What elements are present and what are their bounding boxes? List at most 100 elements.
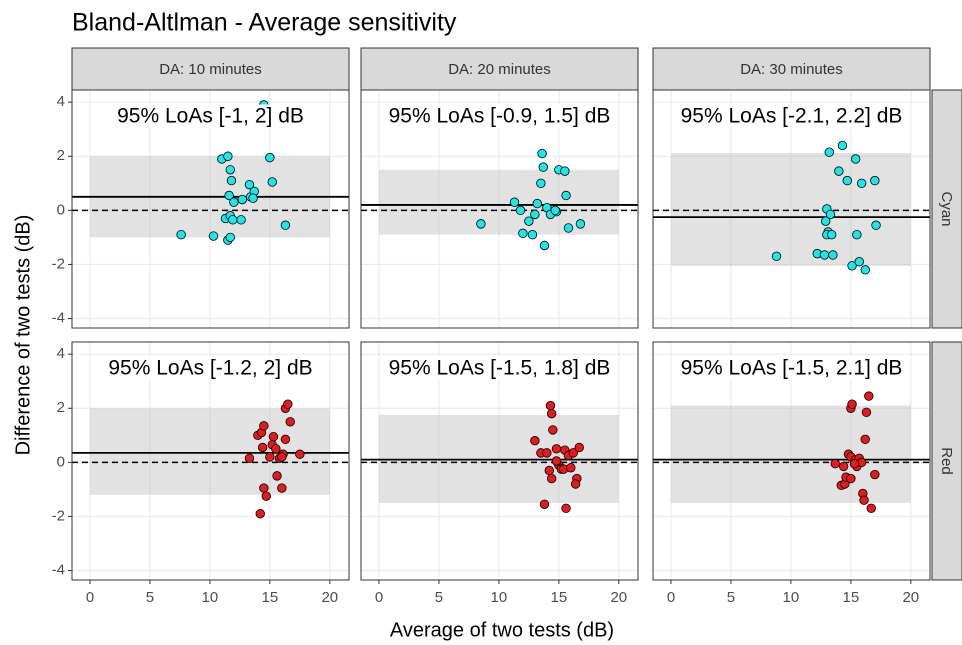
point (208, 231, 219, 241)
point (866, 503, 876, 514)
x-tick-label: 0 (86, 589, 94, 606)
x-tick-label: 10 (491, 589, 508, 606)
x-tick-label: 10 (202, 589, 219, 606)
point (476, 219, 486, 229)
annotation-background (678, 104, 905, 128)
chart-title: Bland-Altlman - Average sensitivity (72, 9, 457, 37)
annotation: 95% LoAs [-0.9, 1.5] dB (389, 105, 611, 128)
point (561, 503, 571, 514)
annotation: 95% LoAs [-2.1, 2.2] dB (681, 105, 903, 128)
y-tick-label: 0 (57, 201, 65, 218)
annotation-background (106, 356, 315, 380)
point (280, 220, 291, 230)
annotation: 95% LoAs [-1, 2] dB (117, 105, 304, 128)
point (856, 178, 867, 189)
point (265, 152, 275, 163)
point (527, 229, 538, 240)
point (268, 431, 279, 442)
row-label: Cyan (938, 191, 955, 226)
x-tick-label: 0 (667, 589, 675, 606)
annotation-background (386, 104, 613, 128)
point (546, 408, 557, 419)
point (277, 483, 287, 493)
point (227, 215, 238, 225)
annotation: 95% LoAs [-1.5, 2.1] dB (681, 357, 903, 380)
point (223, 151, 233, 161)
y-tick-label: -2 (52, 255, 65, 272)
y-tick-label: -4 (52, 562, 65, 579)
x-tick-label: 20 (321, 589, 338, 606)
point (551, 456, 562, 466)
point (870, 469, 880, 480)
point (285, 417, 295, 427)
point (539, 240, 550, 251)
x-tick-label: 5 (435, 589, 443, 606)
point (568, 448, 578, 458)
point (860, 434, 870, 445)
point (834, 166, 844, 176)
strip (71, 47, 350, 91)
y-tick-label: 2 (57, 399, 65, 416)
point (267, 177, 277, 187)
point (236, 215, 246, 225)
point (530, 436, 540, 446)
point (544, 465, 554, 476)
point (277, 452, 287, 462)
point (530, 209, 540, 220)
point (515, 205, 526, 216)
point (225, 232, 235, 243)
point (830, 459, 840, 469)
point (826, 229, 837, 240)
point (259, 483, 269, 493)
point (539, 499, 550, 509)
point (518, 228, 528, 239)
point (551, 444, 562, 454)
point (545, 400, 556, 411)
point (255, 509, 265, 519)
point (771, 251, 782, 262)
point (864, 391, 874, 401)
point (532, 198, 542, 209)
point (560, 166, 570, 176)
point (859, 495, 869, 505)
point (871, 220, 881, 230)
point (538, 162, 548, 172)
x-tick-label: 20 (902, 589, 919, 606)
loa-band (670, 405, 911, 503)
point (561, 190, 571, 201)
point (542, 448, 552, 458)
point (838, 461, 849, 472)
annotation-background (115, 104, 306, 128)
point (850, 154, 861, 164)
point (566, 463, 576, 473)
point (229, 197, 239, 207)
point (524, 216, 534, 226)
point (870, 175, 880, 186)
point (176, 229, 186, 240)
point (820, 216, 831, 226)
point (824, 147, 834, 157)
point (570, 479, 581, 489)
x-tick-label: 5 (727, 589, 735, 606)
y-tick-label: 2 (57, 147, 65, 164)
point (261, 491, 271, 501)
point (248, 193, 258, 203)
point (271, 444, 281, 454)
point (244, 179, 255, 190)
point (563, 223, 574, 233)
x-tick-label: 20 (610, 589, 627, 606)
x-tick-label: 5 (146, 589, 154, 606)
point (283, 399, 293, 409)
point (244, 453, 255, 463)
x-tick-label: 0 (375, 589, 383, 606)
panel-border (360, 341, 639, 581)
point (280, 434, 291, 445)
point (259, 421, 269, 431)
strip (931, 341, 962, 581)
point (575, 219, 586, 229)
point (272, 471, 282, 481)
panel-border (652, 89, 931, 329)
x-axis-label: Average of two tests (dB) (390, 619, 614, 641)
point (537, 148, 547, 159)
